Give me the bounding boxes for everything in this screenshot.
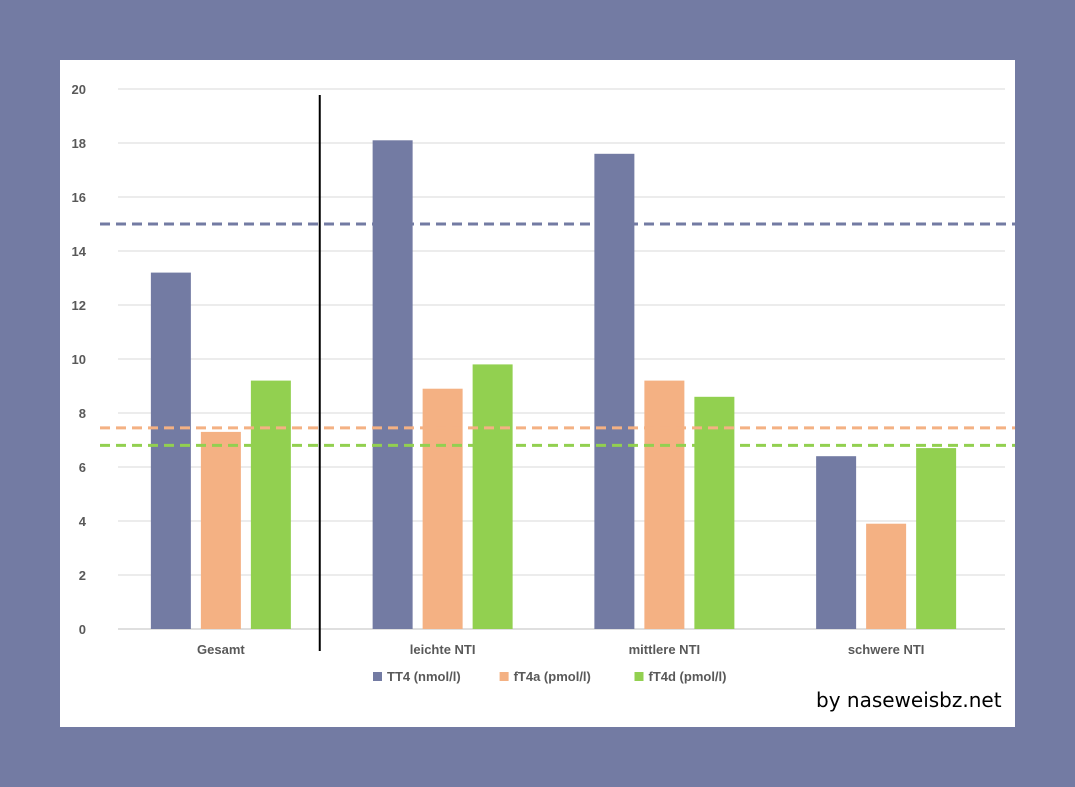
y-tick-label: 12 (72, 298, 86, 313)
bar-tt4 (594, 153, 635, 630)
x-tick-label: mittlere NTI (629, 642, 701, 657)
chart-panel: 0 2 4 6 8 10 12 14 16 18 20 Gesamt leichte NTI mittle… (60, 60, 1015, 727)
y-tick-label: 16 (72, 190, 86, 205)
legend-label: fT4d (pmol/l) (649, 669, 727, 684)
bar-tt4 (372, 140, 413, 630)
bar-ft4d (694, 396, 735, 629)
legend-swatch (499, 672, 509, 681)
x-tick-label: Gesamt (197, 642, 245, 657)
bar-ft4d (472, 364, 513, 629)
legend-swatch (373, 672, 382, 681)
bar-chart: 0 2 4 6 8 10 12 14 16 18 20 Gesamt leichte NTI mittle… (72, 82, 1015, 684)
y-tick-label: 20 (72, 82, 86, 97)
bar-tt4 (150, 272, 191, 629)
y-tick-label: 0 (79, 622, 86, 637)
y-tick-label: 14 (72, 244, 87, 259)
legend-swatch (634, 672, 644, 681)
y-tick-label: 18 (72, 136, 86, 151)
legend-label: TT4 (nmol/l) (387, 669, 461, 684)
bar-ft4a (422, 388, 463, 629)
bar-ft4d (916, 448, 957, 629)
bar-tt4 (816, 456, 857, 629)
bar-ft4a (644, 380, 685, 629)
y-tick-label: 6 (79, 460, 86, 475)
bar-ft4d (250, 380, 291, 629)
y-tick-label: 4 (79, 514, 87, 529)
bar-ft4a (866, 523, 907, 629)
legend-label: fT4a (pmol/l) (514, 669, 591, 684)
y-tick-label: 2 (79, 568, 86, 583)
bar-ft4a (200, 431, 241, 629)
x-tick-label: leichte NTI (410, 642, 476, 657)
credit-text: by naseweisbz.net (816, 688, 1002, 712)
x-tick-label: schwere NTI (848, 642, 925, 657)
y-tick-label: 10 (72, 352, 86, 367)
y-tick-label: 8 (79, 406, 86, 421)
